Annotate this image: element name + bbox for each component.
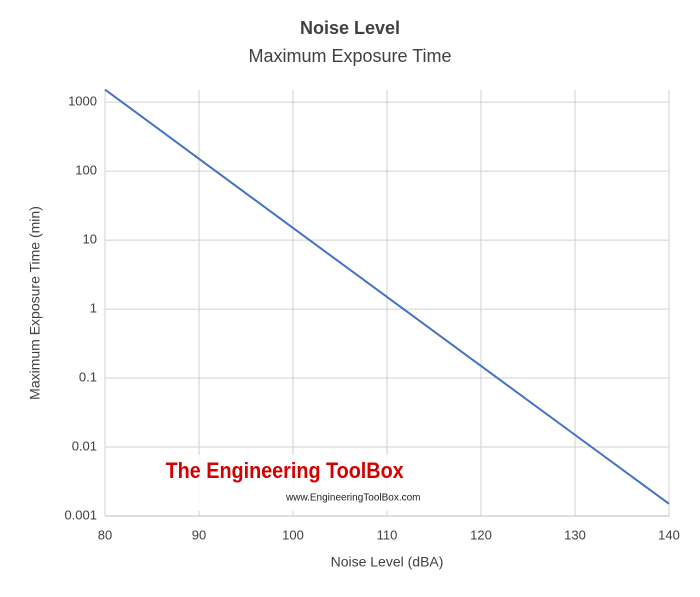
chart-title: Noise Level <box>300 18 400 38</box>
x-tick-label: 120 <box>470 527 492 542</box>
watermark-url: www.EngineeringToolBox.com <box>285 493 421 504</box>
y-tick-label: 0.01 <box>72 438 97 453</box>
x-tick-label: 140 <box>658 527 680 542</box>
y-tick-label: 0.1 <box>79 369 97 384</box>
y-tick-label: 1 <box>90 301 97 316</box>
y-tick-label: 1000 <box>68 94 97 109</box>
x-tick-label: 110 <box>377 527 398 542</box>
y-tick-label: 10 <box>83 232 97 247</box>
y-tick-label: 100 <box>75 163 97 178</box>
y-axis-label: Maximum Exposure Time (min) <box>27 206 43 400</box>
x-axis-label: Noise Level (dBA) <box>331 554 444 570</box>
x-tick-label: 90 <box>192 527 206 542</box>
chart-subtitle: Maximum Exposure Time <box>248 46 451 66</box>
x-tick-label: 100 <box>282 527 304 542</box>
y-tick-label: 0.001 <box>64 507 97 522</box>
watermark-title: The Engineering ToolBox <box>166 459 404 483</box>
data-line <box>104 88 670 505</box>
watermark-box <box>160 455 432 511</box>
x-tick-label: 130 <box>564 527 586 542</box>
x-tick-label: 80 <box>98 527 112 542</box>
